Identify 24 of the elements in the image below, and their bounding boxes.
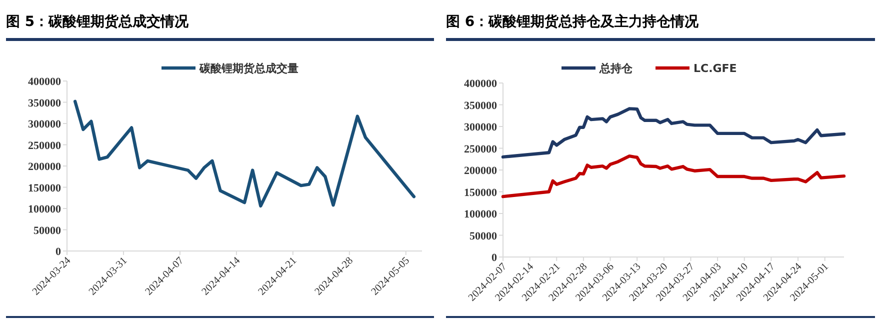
y-tick-label: 100000 — [28, 204, 62, 216]
y-tick-label: 350000 — [28, 97, 62, 110]
legend-label: 总持仓 — [598, 62, 634, 75]
y-tick-label: 0 — [492, 252, 498, 264]
y-tick-label: 200000 — [28, 161, 62, 173]
y-tick-label: 250000 — [28, 140, 62, 152]
chart-title: 图 5：碳酸锂期货总成交情况 — [6, 10, 434, 41]
y-tick-label: 0 — [56, 246, 62, 258]
y-tick-label: 200000 — [464, 165, 498, 177]
y-tick-label: 300000 — [28, 118, 62, 130]
legend: 碳酸锂期货总成交量 — [162, 62, 298, 75]
y-tick-label: 400000 — [28, 76, 62, 88]
y-tick-label: 300000 — [464, 122, 498, 134]
y-tick-label: 150000 — [28, 182, 62, 194]
y-tick-label: 150000 — [464, 186, 498, 199]
y-tick-label: 50000 — [470, 230, 498, 242]
chart-title: 图 6：碳酸锂期货总持仓及主力持仓情况 — [446, 10, 875, 41]
y-tick-label: 250000 — [464, 143, 498, 156]
y-tick-label: 100000 — [464, 208, 498, 220]
y-tick-label: 400000 — [464, 78, 498, 90]
y-tick-label: 50000 — [34, 224, 62, 237]
legend-label: LC.GFE — [694, 62, 737, 75]
legend-label: 碳酸锂期货总成交量 — [198, 62, 298, 75]
y-tick-label: 350000 — [464, 100, 498, 112]
